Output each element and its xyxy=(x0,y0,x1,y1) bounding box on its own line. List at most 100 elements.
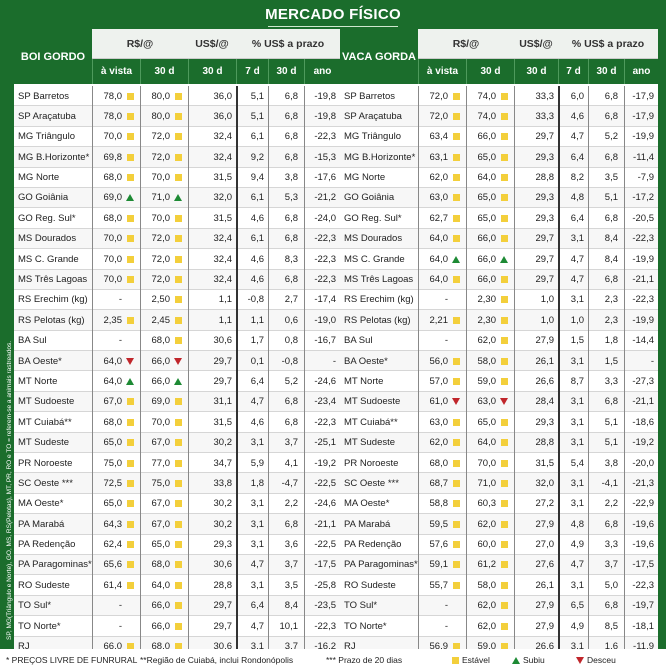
pct-7d: 4,6 xyxy=(250,212,264,224)
stable-icon xyxy=(126,643,134,651)
stable-icon xyxy=(174,581,182,589)
price-30d: 60,0 xyxy=(477,539,497,551)
price-a-vista: 78,0 xyxy=(103,110,123,122)
pct-group-header: % US$ a prazo xyxy=(558,29,658,59)
trend-marker xyxy=(122,188,138,208)
stable-icon xyxy=(500,296,508,304)
table-row: MG Triângulo 63,4 66,0 29,7 4,7 5,2 -19,9 xyxy=(340,127,658,148)
pct-30d: 5,2 xyxy=(284,375,298,387)
price-a-vista: 63,0 xyxy=(429,192,449,204)
pct-30d: 3,5 xyxy=(604,172,618,184)
region-name: GO Reg. Sul* xyxy=(18,212,76,224)
pct-ano: -23,4 xyxy=(314,396,336,408)
price-us-30d: 29,7 xyxy=(535,131,555,143)
price-30d: 64,0 xyxy=(151,579,171,591)
trend-marker xyxy=(170,270,186,290)
pct-ano: -14,4 xyxy=(632,335,654,347)
stable-icon xyxy=(452,656,459,664)
stable-icon xyxy=(452,500,460,508)
region-name: PA Redenção xyxy=(18,539,76,551)
trend-marker xyxy=(496,494,512,514)
price-us-30d: 36,0 xyxy=(213,90,233,102)
table-row: RS Pelotas (kg) 2,35 2,45 1,1 1,1 0,6 -19,0 xyxy=(14,310,340,331)
col-30d: 30 d xyxy=(140,59,188,84)
pct-30d: 3,3 xyxy=(604,539,618,551)
trend-marker xyxy=(122,596,138,616)
price-us-30d: 29,7 xyxy=(213,620,233,632)
price-us-30d: 31,1 xyxy=(213,396,233,408)
price-30d: 66,0 xyxy=(477,131,497,143)
price-us-30d: 1,1 xyxy=(218,294,232,306)
pct-ano: -21,1 xyxy=(632,396,654,408)
price-30d: 72,0 xyxy=(151,151,171,163)
price-us-30d: 26,6 xyxy=(535,375,555,387)
pct-30d: 3,7 xyxy=(284,437,298,449)
table-row: TO Norte* - 62,0 27,9 4,9 8,5 -18,1 xyxy=(340,616,658,637)
pct-30d: 10,1 xyxy=(279,620,299,632)
trend-marker xyxy=(496,616,512,636)
trend-marker xyxy=(122,290,138,310)
side-note-text: SP, MG(Triângulo e Norte), GO, MS, RS(Pe… xyxy=(6,340,13,640)
region-name: SC Oeste *** xyxy=(18,477,73,489)
region-name: MS Três Lagoas xyxy=(344,274,414,286)
region-name: PA Marabá xyxy=(18,518,65,530)
price-a-vista: 63,0 xyxy=(429,416,449,428)
pct-ano: -18,1 xyxy=(632,620,654,632)
col-divider xyxy=(418,86,419,649)
region-name: BA Oeste* xyxy=(344,355,388,367)
trend-marker xyxy=(170,575,186,595)
stable-icon xyxy=(452,581,460,589)
pct-ano: -22,3 xyxy=(314,416,336,428)
trend-marker xyxy=(170,168,186,188)
pct-7d: 4,9 xyxy=(570,620,584,632)
up-arrow-icon xyxy=(174,377,182,385)
table-row: RO Sudeste 61,4 64,0 28,8 3,1 3,5 -25,8 xyxy=(14,575,340,596)
pct-30d: 2,2 xyxy=(604,498,618,510)
pct-ano: -17,2 xyxy=(632,192,654,204)
pct-7d: 6,1 xyxy=(250,131,264,143)
pct-ano: -24,0 xyxy=(314,212,336,224)
stable-icon xyxy=(174,296,182,304)
stable-icon xyxy=(174,235,182,243)
pct-30d: 3,8 xyxy=(604,457,618,469)
col-divider xyxy=(558,86,560,649)
trend-marker xyxy=(448,494,464,514)
pct-30d: 6,8 xyxy=(284,151,298,163)
stable-icon xyxy=(126,92,134,100)
col-a-vista: à vista xyxy=(92,59,140,84)
trend-marker xyxy=(448,147,464,167)
trend-marker xyxy=(496,229,512,249)
pct-30d: 6,8 xyxy=(284,518,298,530)
trend-marker xyxy=(170,147,186,167)
price-30d: 65,0 xyxy=(151,539,171,551)
stable-icon xyxy=(174,133,182,141)
stable-icon xyxy=(174,398,182,406)
stable-icon xyxy=(126,112,134,120)
price-us-30d: 32,4 xyxy=(213,253,233,265)
stable-icon xyxy=(500,357,508,365)
price-us-30d: 1,0 xyxy=(540,294,554,306)
pct-group-header: % US$ a prazo xyxy=(236,29,340,59)
stable-icon xyxy=(126,520,134,528)
table-row: MG B.Horizonte* 63,1 65,0 29,3 6,4 6,8 -11,4 xyxy=(340,147,658,168)
legend-up: Subiu xyxy=(512,655,545,665)
price-us-30d: 29,7 xyxy=(213,375,233,387)
pct-ano: -11,9 xyxy=(633,641,654,653)
stable-icon xyxy=(174,602,182,610)
stable-icon xyxy=(174,112,182,120)
pct-7d: 4,8 xyxy=(570,518,584,530)
region-name: SP Araçatuba xyxy=(18,110,76,122)
pct-7d: 1,7 xyxy=(250,335,264,347)
price-30d: 75,0 xyxy=(151,477,171,489)
legend-stable-label: Estável xyxy=(462,655,490,665)
pct-ano: -16,7 xyxy=(314,335,336,347)
price-a-vista: 61,0 xyxy=(429,396,449,408)
pct-ano: -18,6 xyxy=(632,416,654,428)
stable-icon xyxy=(452,214,460,222)
pct-ano: -21,1 xyxy=(314,518,336,530)
price-us-30d: 31,5 xyxy=(535,457,555,469)
table-row: MS C. Grande 70,0 72,0 32,4 4,6 8,3 -22,3 xyxy=(14,249,340,270)
stable-icon xyxy=(126,235,134,243)
price-us-30d: 30,6 xyxy=(213,335,233,347)
price-a-vista: 68,0 xyxy=(429,457,449,469)
